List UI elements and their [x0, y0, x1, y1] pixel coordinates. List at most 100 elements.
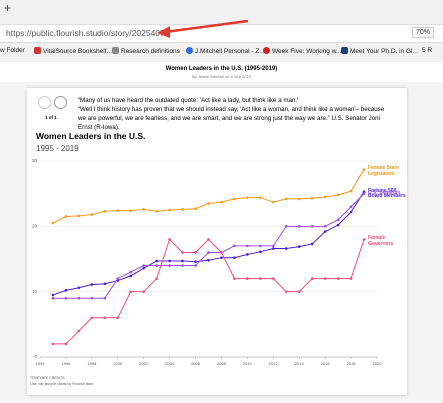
data-point: [336, 218, 340, 222]
data-point: [129, 209, 133, 212]
quote-line: “Well I think history has proven that we…: [78, 106, 385, 131]
data-point: [272, 247, 275, 250]
y-tick-label: 10: [32, 289, 38, 294]
data-point: [284, 290, 288, 293]
data-point: [168, 264, 171, 267]
bookmark[interactable]: J.Mitchell Personal - Z...: [186, 47, 265, 55]
data-point: [207, 238, 210, 241]
data-point: [259, 250, 262, 254]
data-point: [284, 247, 288, 250]
data-point: [233, 244, 236, 248]
series-line: [52, 169, 365, 224]
data-point: [64, 296, 68, 300]
data-point: [168, 208, 171, 212]
data-point: [51, 293, 55, 297]
data-point: [155, 277, 158, 280]
x-tick-label: 2018: [347, 361, 357, 366]
chart-subtitle: 1995 - 2019: [36, 144, 79, 153]
data-point: [103, 282, 107, 286]
data-point: [349, 210, 353, 214]
data-point: [116, 277, 120, 280]
bookmark[interactable]: Week Five: Working w...: [263, 47, 341, 55]
bookmark-label[interactable]: Week Five: Working w...: [272, 48, 342, 55]
data-point: [155, 259, 158, 263]
data-point: [168, 238, 171, 241]
data-point: [129, 290, 133, 293]
story-card: [27, 88, 407, 395]
bookmark[interactable]: Meet Your Ph.D. in Gl...: [341, 47, 418, 55]
data-point: [323, 225, 327, 228]
data-point: [129, 270, 133, 274]
data-point: [142, 266, 145, 270]
data-point: [77, 296, 81, 300]
data-point: [51, 221, 55, 225]
data-point: [207, 202, 210, 205]
data-point: [116, 209, 120, 212]
x-tick-label: 2002: [139, 361, 149, 366]
data-point: [220, 200, 223, 204]
data-point: [310, 242, 314, 246]
data-point: [272, 200, 275, 204]
data-point: [77, 329, 81, 333]
data-point: [233, 256, 236, 259]
data-point: [181, 264, 184, 267]
data-point: [310, 196, 314, 200]
data-point: [90, 296, 94, 300]
data-point: [64, 342, 68, 346]
data-point: [220, 251, 223, 254]
data-point: [297, 290, 301, 293]
bookmark[interactable]: VitalSource Bookshelf...: [34, 47, 112, 55]
x-tick-label: 1996: [61, 361, 71, 366]
data-point: [323, 195, 327, 199]
x-tick-label: 2008: [217, 361, 227, 366]
next-button[interactable]: [54, 96, 67, 109]
data-point: [103, 296, 107, 300]
data-point: [194, 260, 197, 263]
bookmark-label[interactable]: Meet Your Ph.D. in Gl...: [350, 48, 418, 55]
slide-counter: 1 of 1: [45, 115, 57, 120]
url[interactable]: https://public.flourish.studio/story/202…: [6, 28, 168, 38]
data-point: [284, 225, 288, 228]
x-tick-label: 2010: [243, 361, 253, 366]
data-point: [116, 316, 120, 320]
x-tick-label: 2000: [113, 361, 123, 366]
data-point: [259, 244, 262, 248]
new-tab-button[interactable]: +: [4, 1, 12, 15]
bookmark-label[interactable]: J.Mitchell Personal - Z...: [195, 48, 265, 55]
data-point: [362, 190, 366, 194]
data-point: [297, 225, 301, 228]
y-tick-label: 30: [32, 158, 38, 163]
data-point: [142, 290, 145, 293]
prev-button[interactable]: [38, 96, 51, 109]
data-point: [310, 225, 314, 228]
bookmark-label[interactable]: Research definitions: [121, 48, 180, 55]
zoom-level[interactable]: 70%: [412, 27, 435, 38]
bookmark[interactable]: Research definitions: [112, 47, 180, 55]
data-point: [168, 259, 171, 263]
data-point: [362, 192, 366, 195]
data-point: [194, 207, 197, 210]
data-point: [284, 197, 288, 201]
x-tick-label: 2020: [373, 361, 383, 366]
data-point: [336, 193, 340, 197]
data-point: [207, 259, 210, 262]
x-tick-label: 2004: [165, 361, 175, 366]
data-point: [310, 277, 314, 280]
data-point: [246, 196, 249, 199]
data-point: [142, 208, 145, 211]
bookmark[interactable]: 5 R: [422, 47, 433, 54]
data-point: [129, 274, 133, 278]
quote: “Many of us have heard the outdated quot…: [78, 96, 388, 132]
story-byline: By Jessie Mitchell on 8 Sep 2023: [192, 74, 251, 79]
data-point: [207, 251, 210, 254]
data-point: [297, 245, 301, 248]
bookmark[interactable]: w Folder: [0, 47, 25, 54]
data-point: [259, 277, 262, 280]
bookmark-label[interactable]: VitalSource Bookshelf...: [43, 48, 112, 55]
data-point: [323, 277, 327, 280]
data-point: [259, 196, 262, 199]
data-point: [297, 197, 301, 201]
data-point: [220, 256, 223, 259]
